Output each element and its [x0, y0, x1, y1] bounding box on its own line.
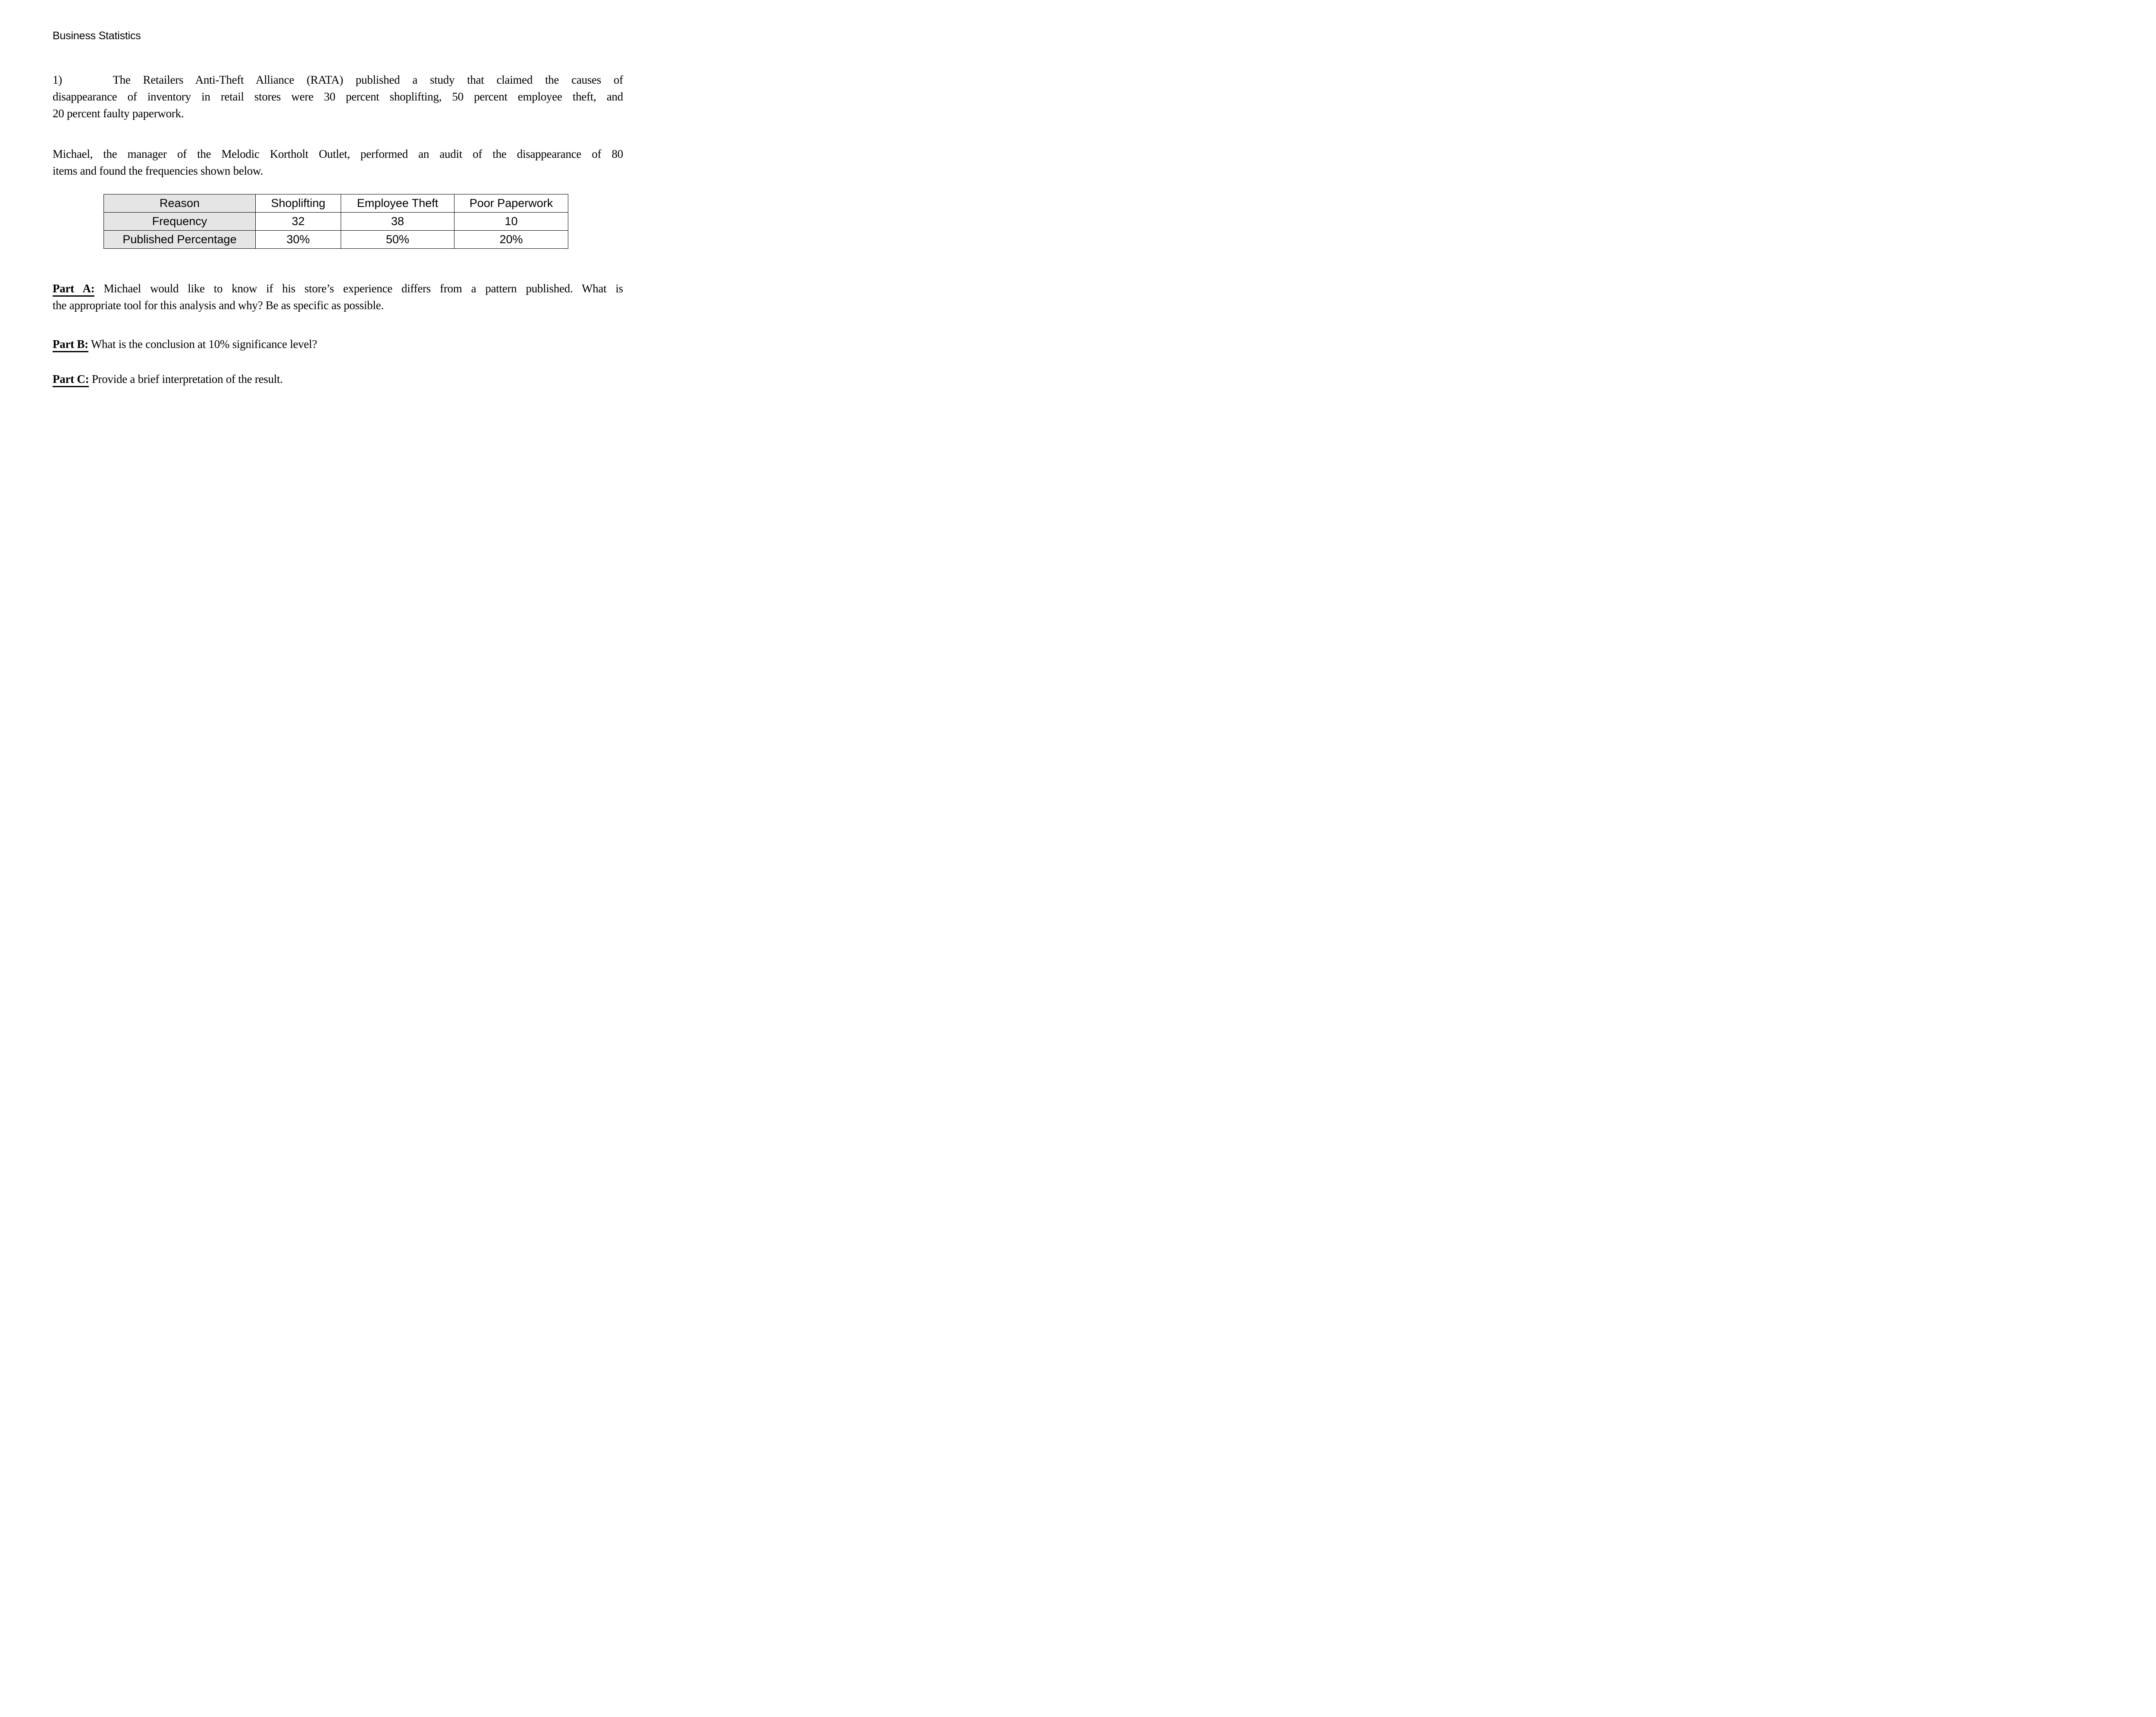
- problem-line-1-text: The Retailers Anti-Theft Alliance (RATA)…: [113, 73, 623, 86]
- table-row-frequency: Frequency 32 38 10: [103, 212, 568, 231]
- part-b-text: What is the conclusion at 10% significan…: [91, 338, 317, 351]
- part-c-text: Provide a brief interpretation of the re…: [91, 373, 283, 385]
- audit-paragraph: Michael, the manager of the Melodic Kort…: [53, 146, 623, 179]
- percentage-poor-paperwork: 20%: [454, 230, 568, 249]
- part-c-paragraph: Part C: Provide a brief interpretation o…: [53, 371, 623, 388]
- problem-line-1: 1) The Retailers Anti-Theft Alliance (RA…: [53, 72, 623, 88]
- part-c-line-1: Part C: Provide a brief interpretation o…: [53, 371, 623, 388]
- row-label-frequency: Frequency: [103, 212, 256, 231]
- frequency-employee-theft: 38: [341, 212, 454, 231]
- problem-statement-paragraph: 1) The Retailers Anti-Theft Alliance (RA…: [53, 72, 623, 122]
- part-a-label: Part A:: [53, 282, 95, 297]
- header-cell-employee-theft: Employee Theft: [341, 194, 454, 213]
- problem-line-3: 20 percent faulty paperwork.: [53, 107, 184, 120]
- frequency-shoplifting: 32: [255, 212, 341, 231]
- part-b-label: Part B:: [53, 338, 88, 352]
- part-b-line-1: Part B: What is the conclusion at 10% si…: [53, 336, 623, 353]
- header-cell-shoplifting: Shoplifting: [255, 194, 341, 213]
- part-a-text: Michael would like to know if his store’…: [103, 282, 623, 295]
- audit-line-2: items and found the frequencies shown be…: [53, 164, 263, 177]
- percentage-employee-theft: 50%: [341, 230, 454, 249]
- row-label-published-percentage: Published Percentage: [103, 230, 256, 249]
- percentage-shoplifting: 30%: [255, 230, 341, 249]
- header-cell-reason: Reason: [103, 194, 256, 213]
- table-header-row: Reason Shoplifting Employee Theft Poor P…: [103, 194, 568, 213]
- part-a-paragraph: Part A: Michael would like to know if hi…: [53, 280, 623, 314]
- part-b-paragraph: Part B: What is the conclusion at 10% si…: [53, 336, 623, 353]
- part-a-line-1: Part A: Michael would like to know if hi…: [53, 280, 623, 297]
- part-c-label: Part C:: [53, 373, 89, 387]
- document-page: Business Statistics 1) The Retailers Ant…: [0, 0, 666, 451]
- frequency-table: Reason Shoplifting Employee Theft Poor P…: [103, 194, 568, 249]
- page-title: Business Statistics: [53, 30, 141, 42]
- problem-line-2: disappearance of inventory in retail sto…: [53, 90, 623, 103]
- frequency-poor-paperwork: 10: [454, 212, 568, 231]
- header-cell-poor-paperwork: Poor Paperwork: [454, 194, 568, 213]
- audit-line-1: Michael, the manager of the Melodic Kort…: [53, 147, 623, 160]
- table-row-published-percentage: Published Percentage 30% 50% 20%: [103, 230, 568, 249]
- question-number: 1): [53, 73, 62, 86]
- part-a-line-2: the appropriate tool for this analysis a…: [53, 299, 384, 312]
